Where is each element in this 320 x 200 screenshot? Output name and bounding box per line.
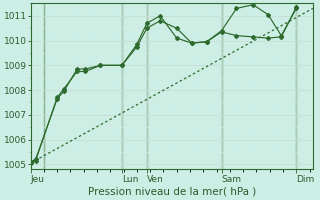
X-axis label: Pression niveau de la mer( hPa ): Pression niveau de la mer( hPa ) xyxy=(88,187,256,197)
